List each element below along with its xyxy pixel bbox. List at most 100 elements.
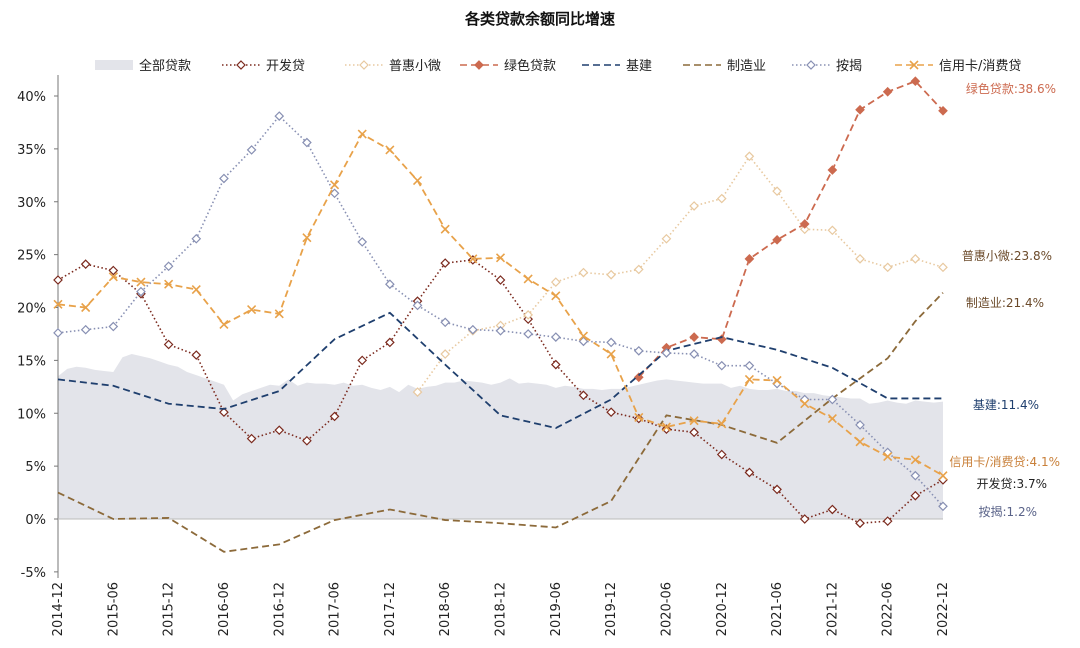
legend-label: 按揭 xyxy=(836,59,862,74)
legend-item-5: 制造业 xyxy=(683,59,766,74)
series-2-point xyxy=(606,269,616,280)
area-layer xyxy=(58,354,943,519)
series-1-point xyxy=(550,359,561,370)
y-tick-label: 10% xyxy=(17,407,46,422)
legend-item-4: 基建 xyxy=(582,59,652,74)
series-3-line xyxy=(638,80,944,378)
series-7-point xyxy=(81,302,91,313)
series-7-point xyxy=(468,254,478,264)
legend-label: 全部贷款 xyxy=(139,58,191,74)
series-7-point xyxy=(744,374,754,384)
series-1-point xyxy=(716,449,727,460)
series-2-point xyxy=(938,262,948,273)
series-7-point xyxy=(164,279,174,289)
x-tick-label: 2019-12 xyxy=(604,582,619,636)
series-2-point xyxy=(523,310,534,320)
series-0-area xyxy=(58,354,943,519)
series-2-point xyxy=(910,254,921,264)
y-tick-label: 30% xyxy=(17,196,46,211)
legend-label: 普惠小微 xyxy=(389,59,441,74)
series-7-point xyxy=(329,180,340,190)
series-6-point xyxy=(633,346,644,356)
series-7-point xyxy=(219,319,229,329)
series-6-point xyxy=(550,332,561,342)
x-tick-label: 2017-06 xyxy=(328,582,343,636)
series-1-point xyxy=(357,355,368,366)
series-3-group xyxy=(633,76,948,383)
x-tick-label: 2016-06 xyxy=(217,582,232,636)
legend-marker xyxy=(474,60,484,70)
series-6-point xyxy=(385,279,395,290)
legend-marker xyxy=(806,60,816,70)
end-label-3: 绿色贷款:38.6% xyxy=(966,81,1056,96)
series-2-point xyxy=(661,233,672,244)
series-6-point xyxy=(136,286,146,297)
series-6-point xyxy=(606,337,616,348)
series-6-point xyxy=(357,237,368,247)
series-6-point xyxy=(744,360,755,371)
series-7-point xyxy=(772,375,782,386)
series-7-point xyxy=(440,224,450,234)
series-6-point xyxy=(689,349,699,359)
series-6-point xyxy=(302,137,312,148)
series-7-point xyxy=(910,455,920,465)
legend: 全部贷款 开发贷 普惠小微 绿色贷款 基建 制造业 按揭 信用卡/消费贷 xyxy=(95,58,1021,74)
series-1-point xyxy=(246,433,257,444)
series-7-point xyxy=(578,331,589,341)
legend-label: 绿色贷款 xyxy=(504,58,556,74)
series-2-point xyxy=(772,186,782,197)
end-label-7: 信用卡/消费贷:4.1% xyxy=(949,455,1060,469)
series-6-point xyxy=(495,325,506,336)
series-3-point xyxy=(772,234,782,245)
series-1-point xyxy=(578,390,589,401)
series-6-point xyxy=(219,173,229,184)
x-tick-label: 2017-12 xyxy=(383,582,398,636)
series-6-point xyxy=(191,233,202,244)
legend-label: 制造业 xyxy=(727,59,766,74)
x-tick-label: 2018-12 xyxy=(494,582,509,636)
legend-label: 开发贷 xyxy=(266,58,305,74)
series-3-point xyxy=(689,332,699,342)
series-7-point xyxy=(551,291,561,301)
legend-item-1: 开发贷 xyxy=(222,58,305,74)
end-label-2: 普惠小微:23.8% xyxy=(962,249,1052,263)
series-1-point xyxy=(53,275,63,285)
series-3-point xyxy=(882,86,893,97)
series-1-point xyxy=(191,350,202,360)
series-7-point xyxy=(495,253,506,263)
series-7-point xyxy=(108,272,118,282)
series-7-point xyxy=(274,309,284,319)
legend-marker xyxy=(359,60,369,70)
series-2-point xyxy=(744,151,755,162)
series-2-group xyxy=(412,151,948,397)
series-2-point xyxy=(550,277,561,287)
series-1-point xyxy=(329,411,340,422)
end-label-1: 开发贷:3.7% xyxy=(976,476,1047,491)
series-7-point xyxy=(385,145,395,155)
series-6-point xyxy=(108,321,119,332)
series-7-point xyxy=(717,419,727,429)
x-tick-label: 2015-06 xyxy=(106,582,121,636)
y-tick-label: 20% xyxy=(17,302,46,317)
legend-item-6: 按揭 xyxy=(792,59,862,74)
series-6-point xyxy=(467,324,478,335)
series-7-point xyxy=(53,299,63,309)
series-7-point xyxy=(357,129,367,139)
series-7-point xyxy=(689,416,699,426)
series-3-point xyxy=(855,104,865,115)
series-6-point xyxy=(440,317,451,328)
end-label-4: 基建:11.4% xyxy=(973,398,1039,412)
x-tick-label: 2016-12 xyxy=(272,582,287,636)
series-7-group xyxy=(53,129,948,481)
chart-title: 各类贷款余额同比增速 xyxy=(464,10,615,28)
series-3-point xyxy=(799,219,810,229)
end-labels-layer: 开发贷:3.7% 普惠小微:23.8% 绿色贷款:38.6% 基建:11.4% 制造业:… xyxy=(949,81,1060,519)
series-7-point xyxy=(412,176,423,186)
axes-layer: -5% 0% 5% 10% 15% 20% 25% 30% 35% 40% 2014-12 2015-… xyxy=(17,75,951,636)
series-7-point xyxy=(523,274,533,284)
series-2-point xyxy=(633,264,644,275)
series-3-point xyxy=(744,254,755,264)
x-tick-label: 2019-06 xyxy=(549,582,564,636)
series-3-point xyxy=(938,105,948,116)
series-1-point xyxy=(440,258,451,268)
